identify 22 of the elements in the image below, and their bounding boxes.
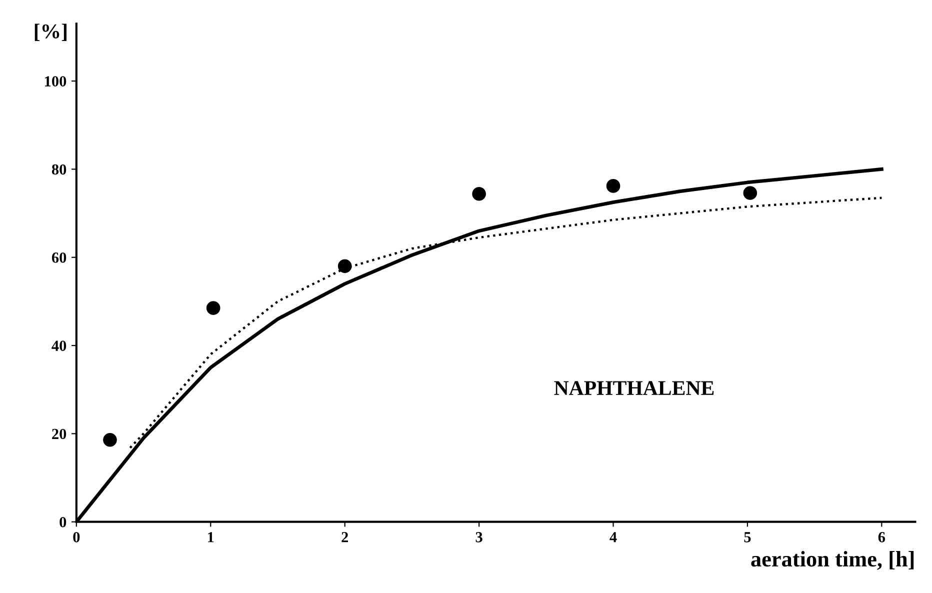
- point: [472, 186, 486, 201]
- x-axis-title: aeration time, [h]: [751, 550, 914, 570]
- point: [606, 179, 620, 193]
- y-tick-label: 80: [52, 164, 66, 175]
- y-tick-label: 60: [52, 252, 66, 263]
- point: [103, 432, 117, 447]
- point: [743, 186, 758, 200]
- y-tick-label: 20: [52, 428, 66, 440]
- y-tick-label: 100: [45, 76, 66, 86]
- point: [338, 259, 352, 274]
- x-tick-label: 1: [208, 532, 214, 542]
- x-tick-label: 4: [610, 532, 617, 542]
- y-tick-label: 40: [52, 340, 66, 351]
- y-axis-title: [%]: [34, 24, 66, 41]
- x-tick-label: 6: [878, 532, 886, 542]
- annotation: NAPHTHALENE: [554, 381, 714, 395]
- x-tick-label: 2: [342, 532, 348, 542]
- x-tick-label: 5: [744, 532, 751, 542]
- x-tick-label: 3: [476, 532, 482, 542]
- point: [206, 301, 220, 315]
- y-tick-label: 0: [60, 516, 66, 528]
- x-tick-label: 0: [73, 532, 80, 542]
